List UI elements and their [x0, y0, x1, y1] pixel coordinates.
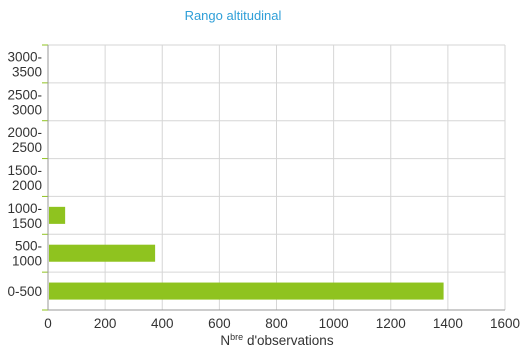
x-tick-label: 1400: [433, 316, 463, 331]
y-tick-label: 2500: [12, 140, 42, 155]
x-tick-label: 1200: [376, 316, 406, 331]
y-tick-labels: 3000-3500 2500-3000 2000-2500 1500-2000 1000…: [7, 49, 42, 299]
bar: [49, 206, 66, 224]
x-axis-label-rest: d'observations: [243, 333, 334, 348]
x-axis-label-main: N: [220, 333, 230, 348]
bar: [49, 244, 156, 262]
y-tick-label: 1000-: [7, 201, 42, 216]
x-tick-label: 800: [265, 316, 288, 331]
x-axis-label-superscript: bre: [230, 332, 243, 342]
y-tick-label: 1500-: [7, 163, 42, 178]
x-tick-label: 0: [44, 316, 52, 331]
y-tick-label: 2000: [12, 178, 42, 193]
x-tick-label: 1600: [490, 316, 520, 331]
x-tick-labels: 0 200 400 600 800 1000 1200 1400 1600: [44, 316, 520, 331]
x-axis-label: Nbre d'observations: [220, 332, 333, 348]
x-tick-label: 600: [208, 316, 231, 331]
grid-lines: [42, 44, 506, 311]
y-tick-label: 500-: [15, 239, 42, 254]
chart-title: Rango altitudinal: [185, 8, 282, 23]
x-tick-label: 200: [94, 316, 117, 331]
y-tick-label: 3000: [12, 102, 42, 117]
y-tick-label: 3000-: [7, 49, 42, 64]
y-tick-label: 2500-: [7, 87, 42, 102]
y-tick-label: 1500: [12, 216, 42, 231]
bar: [49, 282, 444, 300]
x-tick-label: 400: [151, 316, 174, 331]
y-tick-label: 2000-: [7, 125, 42, 140]
y-tick-label: 3500: [12, 64, 42, 79]
bars: [49, 206, 444, 300]
y-tick-label: 1000: [12, 254, 42, 269]
y-tick-label: 0-500: [7, 284, 42, 299]
x-tick-label: 1000: [319, 316, 349, 331]
